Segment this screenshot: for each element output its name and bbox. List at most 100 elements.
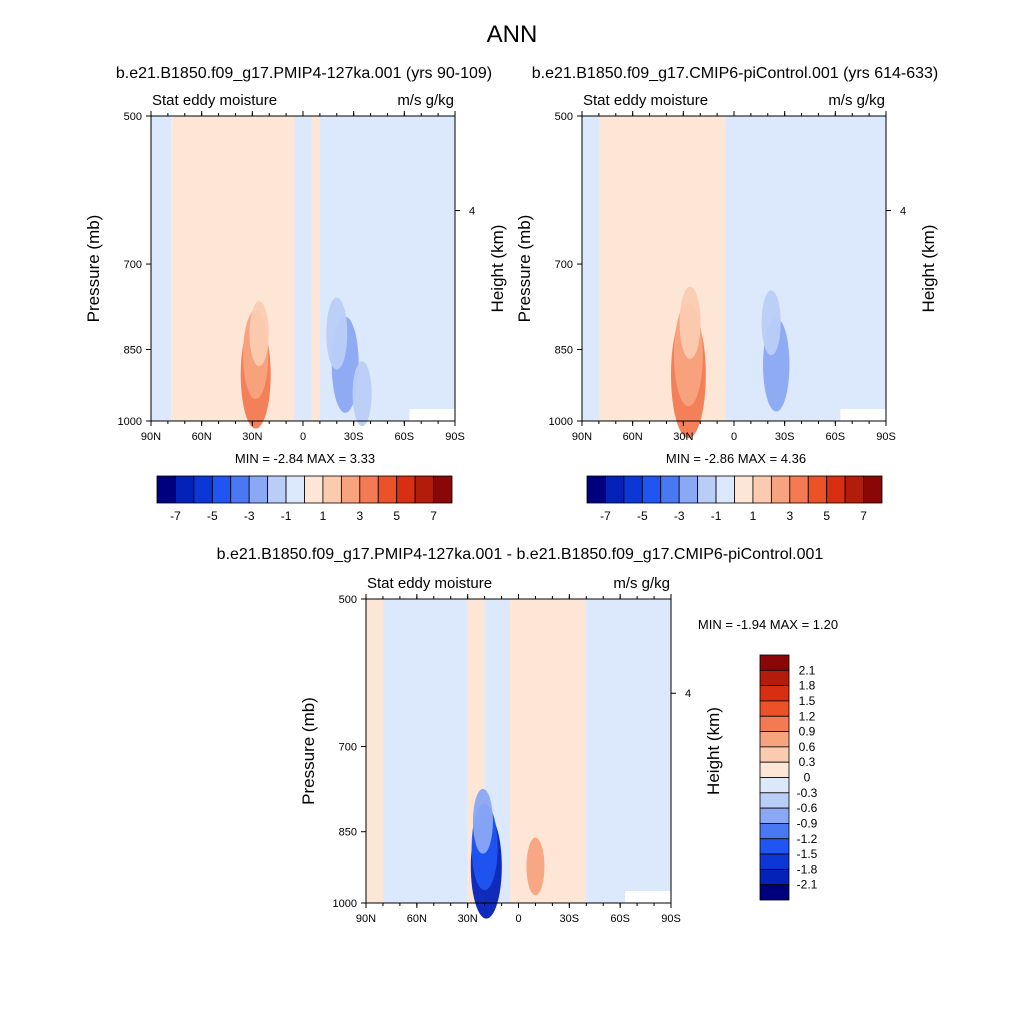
colorbar-swatch [759, 746, 790, 763]
panel-subtitle-right: m/s g/kg [828, 92, 885, 109]
colorbar-swatch [586, 475, 606, 504]
colorbar-swatch [605, 475, 625, 504]
y-right-tick-label: 4 [685, 688, 691, 700]
colorbar-label: 0.9 [799, 725, 816, 739]
colorbar-swatch [340, 475, 361, 504]
colorbar-swatch [715, 475, 735, 504]
colorbar-label: -0.6 [797, 801, 818, 815]
x-tick-label: 30N [242, 431, 262, 443]
field-band [598, 116, 726, 421]
field-band [366, 599, 383, 903]
left-panel-title: b.e21.B1850.f09_g17.PMIP4-127ka.001 (yrs… [116, 65, 492, 82]
colorbar-swatch [759, 868, 790, 886]
min-max-label: MIN = -1.94 MAX = 1.20 [698, 617, 838, 632]
x-tick-label: 60N [623, 431, 643, 443]
panels-group: Stat eddy moisture m/s g/kg 90N 60N 30N 0 30S 6… [84, 92, 938, 925]
colorbar-swatch [759, 700, 790, 717]
colorbar-label: -3 [244, 509, 255, 523]
colorbar-label: 0.3 [799, 755, 816, 769]
colorbar-swatch [863, 475, 883, 504]
field-feature [761, 290, 781, 356]
colorbar-label: -5 [207, 509, 218, 523]
colorbar-label: 1 [750, 509, 757, 523]
colorbar-swatch [267, 475, 287, 504]
min-max-label: MIN = -2.86 MAX = 4.36 [666, 451, 806, 466]
y-tick-label: 700 [124, 259, 142, 271]
x-tick-label: 90S [876, 431, 896, 443]
colorbar-swatch [211, 475, 232, 504]
x-tick-label: 60N [407, 913, 427, 925]
panel-difference: Stat eddy moisture m/s g/kg 90N 60N 30N 0 30S 6… [299, 575, 838, 925]
panel-subtitle-right: m/s g/kg [613, 575, 670, 592]
colorbar-swatch [826, 475, 846, 504]
y-tick-label: 700 [339, 742, 357, 754]
field-feature [526, 837, 545, 896]
x-tick-label: 60S [610, 913, 630, 925]
colorbar-swatch [230, 475, 250, 504]
colorbar-label: 1.8 [799, 679, 816, 693]
field-feature [249, 301, 269, 367]
colorbar-label: 0.6 [799, 740, 816, 754]
field-band [294, 116, 312, 421]
colorbar-label: -7 [600, 509, 611, 523]
colorbar-label: -1 [281, 509, 292, 523]
y-tick-label: 1000 [118, 416, 142, 428]
y-tick-label: 1000 [549, 416, 573, 428]
field-feature [352, 361, 372, 427]
y-tick-label: 850 [124, 344, 142, 356]
panel-subtitle-left: Stat eddy moisture [152, 92, 277, 109]
colorbar-swatch [175, 475, 195, 504]
x-tick-label: 0 [300, 431, 306, 443]
x-tick-label: 90S [661, 913, 681, 925]
field-band [171, 116, 295, 421]
y-axis-label: Pressure (mb) [299, 697, 318, 805]
x-tick-label: 30S [560, 913, 580, 925]
x-tick-label: 60N [192, 431, 212, 443]
colorbar-swatch [759, 654, 790, 671]
y-tick-label: 850 [555, 344, 573, 356]
colorbar-label: 5 [823, 509, 830, 523]
diff-panel-title: b.e21.B1850.f09_g17.PMIP4-127ka.001 - b.… [217, 546, 824, 563]
colorbar-label: 3 [356, 509, 363, 523]
colorbar-label: 1.2 [799, 709, 816, 723]
x-tick-label: 60S [826, 431, 846, 443]
colorbar-label: -2.1 [797, 878, 818, 892]
field-feature [472, 788, 493, 854]
y-axis-label: Pressure (mb) [84, 215, 103, 323]
field-band [311, 116, 320, 421]
y-axis-label-right: Height (km) [919, 225, 938, 313]
field-band [725, 116, 886, 421]
colorbar-swatch [396, 475, 416, 504]
colorbar-swatch [641, 475, 662, 504]
panel-subtitle-right: m/s g/kg [397, 92, 454, 109]
colorbar-swatch [759, 685, 790, 702]
field-band [586, 599, 671, 903]
colorbar-label: -1.5 [797, 847, 818, 861]
colorbar-swatch [752, 475, 772, 504]
colorbar-swatch [433, 475, 453, 504]
colorbar-swatch [759, 807, 790, 824]
colorbar-label: 1 [320, 509, 327, 523]
x-tick-label: 90S [445, 431, 465, 443]
colorbar-swatch [759, 838, 790, 855]
colorbar-swatch [759, 792, 790, 809]
colorbar-swatch [759, 823, 790, 840]
x-tick-label: 90N [572, 431, 592, 443]
colorbar-swatch [759, 761, 790, 778]
right-panel-title: b.e21.B1850.f09_g17.CMIP6-piControl.001 … [532, 65, 938, 82]
y-tick-label: 1000 [333, 898, 357, 910]
y-axis-label-right: Height (km) [704, 707, 723, 795]
colorbar-label: -0.9 [797, 816, 818, 830]
y-axis-label-right: Height (km) [488, 225, 507, 313]
colorbar-swatch [697, 475, 717, 504]
panel-picontrol: Stat eddy moisture m/s g/kg 90N 60N 30N 0 30S 6… [515, 92, 938, 523]
colorbar-swatch [322, 475, 342, 504]
colorbar-label: 2.1 [799, 663, 816, 677]
colorbar-swatch [759, 731, 790, 748]
colorbar-label: 0 [804, 771, 811, 785]
colorbar-swatch [377, 475, 398, 504]
colorbar-swatch [759, 884, 790, 901]
colorbar-label: 5 [393, 509, 400, 523]
y-right-tick-label: 4 [900, 206, 906, 218]
